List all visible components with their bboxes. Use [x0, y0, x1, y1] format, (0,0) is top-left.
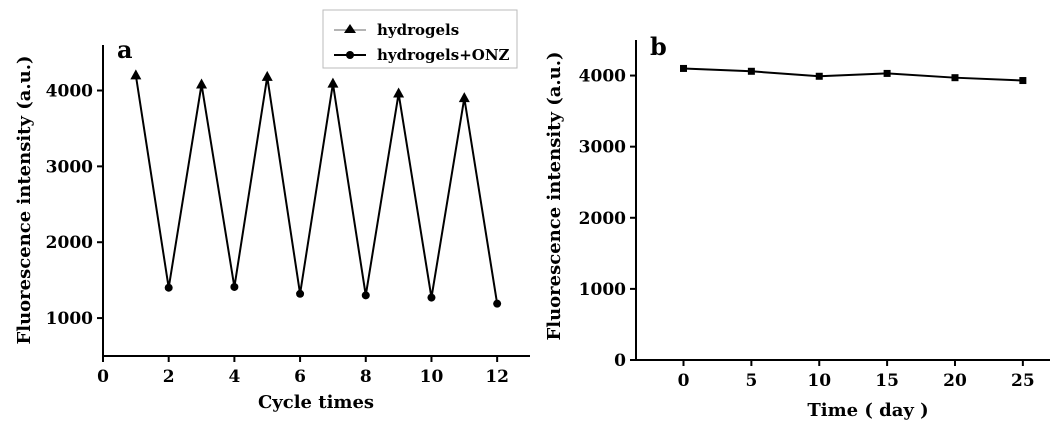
- a-series-line: [134, 75, 499, 304]
- a-tick-labels: 0 2 4 6 8 10 12 1000 2000 3000 4000: [46, 82, 509, 387]
- b-y-tick-label: 1000: [579, 280, 626, 300]
- a-point-circle: [230, 282, 239, 291]
- b-point-square: [747, 67, 755, 75]
- b-series-line: [683, 67, 1023, 82]
- a-legend-label-onz: hydrogels+ONZ: [377, 46, 510, 64]
- panel-a-letter: a: [117, 35, 133, 64]
- b-y-axis-title: Fluorescence intensity (a.u.): [544, 51, 565, 340]
- a-x-tick-label: 6: [294, 367, 306, 387]
- a-legend-circle-icon: [346, 51, 354, 59]
- a-x-tick-label: 10: [420, 367, 444, 387]
- a-point-triangle: [130, 69, 142, 80]
- a-point-circle: [427, 293, 436, 302]
- a-point-circle: [164, 283, 173, 292]
- b-y-tick-label: 3000: [579, 138, 626, 158]
- a-y-tick-label: 2000: [46, 233, 93, 253]
- b-point-square: [883, 69, 891, 77]
- a-x-tick-label: 0: [97, 367, 109, 387]
- a-legend-triangle-icon: [344, 24, 356, 33]
- a-point-triangle: [393, 87, 405, 98]
- b-x-tick-label: 5: [745, 371, 757, 391]
- b-tick-labels: 0 5 10 15 20 25 0 1000 2000 3000 4000: [579, 67, 1035, 391]
- b-x-tick-label: 25: [1011, 371, 1035, 391]
- b-y-tick-label: 0: [614, 351, 626, 371]
- a-point-triangle: [261, 70, 273, 81]
- a-x-tick-label: 4: [228, 367, 240, 387]
- a-series-lines: [134, 75, 499, 304]
- a-y-tick-label: 3000: [46, 157, 93, 177]
- b-y-tick-label: 2000: [579, 209, 626, 229]
- b-axis-ticks: [630, 74, 1024, 366]
- b-point-square: [680, 64, 688, 72]
- b-y-tick-label: 4000: [579, 67, 626, 87]
- a-point-circle: [296, 289, 305, 298]
- a-axis-frame: [102, 45, 530, 357]
- b-x-axis-title: Time ( day ): [807, 400, 928, 421]
- a-y-tick-label: 1000: [46, 309, 93, 329]
- a-axis-ticks: [97, 89, 499, 362]
- a-x-axis-title: Cycle times: [258, 392, 374, 413]
- a-x-tick-label: 8: [360, 367, 372, 387]
- a-point-triangle: [458, 92, 470, 103]
- a-legend-label-hydrogels: hydrogels: [377, 21, 459, 39]
- a-point-triangle: [196, 78, 208, 89]
- b-x-tick-label: 10: [807, 371, 831, 391]
- b-point-square: [951, 74, 959, 82]
- b-axis-frame: [635, 40, 1050, 361]
- a-y-tick-label: 4000: [46, 82, 93, 102]
- a-point-triangle: [327, 77, 339, 88]
- a-x-tick-label: 2: [163, 367, 175, 387]
- b-series-marks: [680, 64, 1027, 85]
- panel-b: 0 5 10 15 20 25 0 1000 2000 3000 4000 b Time ( day…: [544, 32, 1050, 421]
- b-x-tick-label: 0: [678, 371, 690, 391]
- a-point-circle: [493, 299, 502, 308]
- a-legend-box: [322, 9, 518, 69]
- a-x-tick-label: 12: [485, 367, 509, 387]
- panel-b-letter: b: [650, 32, 667, 61]
- b-point-square: [815, 72, 823, 80]
- b-x-tick-label: 15: [875, 371, 899, 391]
- b-series-lines: [683, 67, 1023, 82]
- a-y-axis-title: Fluorescence intensity (a.u.): [14, 55, 35, 344]
- b-point-square: [1019, 77, 1027, 85]
- a-point-circle: [361, 291, 370, 300]
- a-legend: hydrogels hydrogels+ONZ: [322, 9, 518, 69]
- a-series-marks: [130, 69, 502, 308]
- b-x-tick-label: 20: [943, 371, 967, 391]
